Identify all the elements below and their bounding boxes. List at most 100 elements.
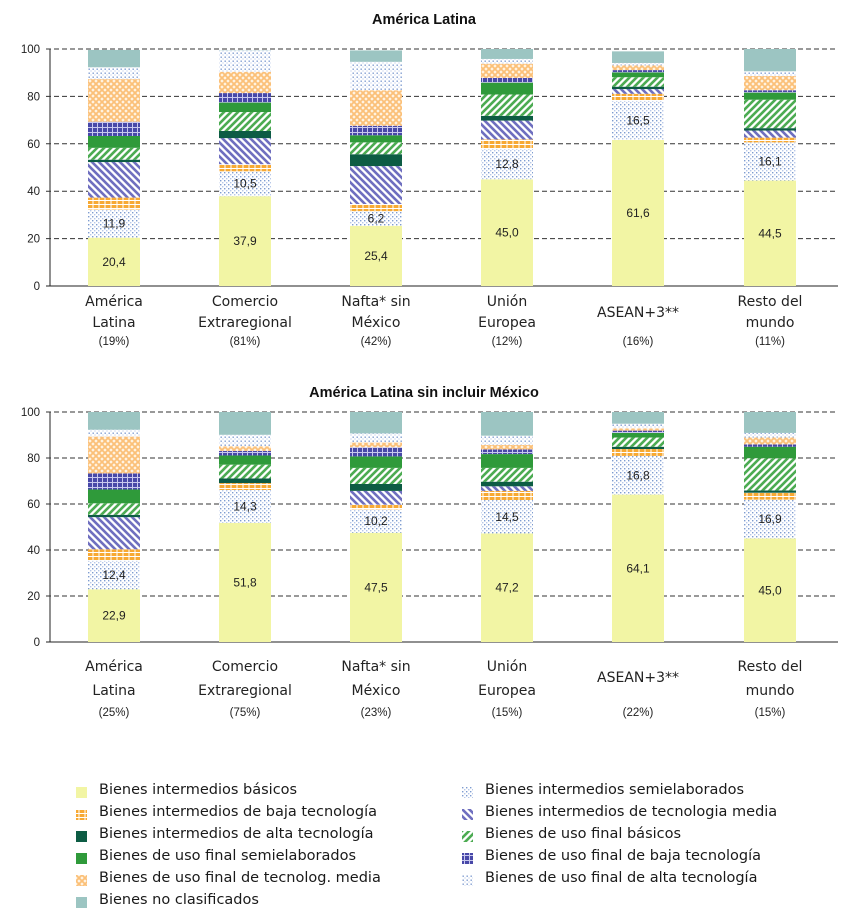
bar-segment-s8 <box>481 449 533 454</box>
legend-label: Bienes intermedios de baja tecnología <box>99 804 377 820</box>
bar-segment-s11 <box>744 412 796 433</box>
category-label: Europea <box>478 683 536 699</box>
legend-item-s5: Bienes intermedios de alta tecnología <box>76 824 374 844</box>
category-share: (11%) <box>755 336 785 348</box>
bar-segment-s10 <box>219 435 271 447</box>
legend-label: Bienes de uso final de alta tecnología <box>485 870 757 886</box>
legend-swatch-s9 <box>76 873 87 884</box>
bar-segment-s4 <box>612 89 664 94</box>
bar-segment-s10 <box>744 433 796 438</box>
y-tick-label: 40 <box>27 545 40 557</box>
bar-segment-s8 <box>350 126 402 135</box>
chart-1: América Latina02040608010020,411,9Améric… <box>21 12 838 348</box>
bar-segment-s4 <box>350 491 402 505</box>
bar-segment-s5 <box>350 154 402 166</box>
bar-segment-s5 <box>350 484 402 491</box>
bar-segment-s11 <box>88 50 140 67</box>
category-share: (15%) <box>755 707 786 719</box>
legend-label: Bienes de uso final de tecnolog. media <box>99 870 381 886</box>
bar-segment-s7 <box>612 72 664 77</box>
category-share: (81%) <box>230 336 261 348</box>
bar-segment-s11 <box>350 50 402 61</box>
y-tick-label: 0 <box>34 281 40 293</box>
bar-segment-s3 <box>612 449 664 456</box>
data-label: 37,9 <box>233 234 257 248</box>
bar-segment-s9 <box>612 428 664 430</box>
data-label: 16,5 <box>626 113 650 127</box>
bar-segment-s9 <box>88 437 140 474</box>
data-label: 10,2 <box>364 514 388 528</box>
bar-segment-s4 <box>219 138 271 164</box>
bar-segment-s11 <box>612 412 664 424</box>
legend-label: Bienes de uso final de baja tecnología <box>485 848 761 864</box>
bar-segment-s6 <box>612 77 664 86</box>
category-share: (19%) <box>99 336 130 348</box>
category-label: Comercio <box>212 294 278 310</box>
bar-segment-s6 <box>744 100 796 128</box>
bar-segment-s7 <box>481 83 533 95</box>
data-label: 64,1 <box>626 561 650 575</box>
data-label: 47,2 <box>495 581 519 595</box>
bar-segment-s8 <box>744 90 796 92</box>
data-label: 10,5 <box>233 177 257 191</box>
category-label: Europea <box>478 315 536 331</box>
bar-segment-s10 <box>350 433 402 442</box>
bar-segment-s10 <box>744 71 796 76</box>
bar-segment-s3 <box>219 483 271 490</box>
category-share: (25%) <box>99 707 130 719</box>
y-tick-label: 80 <box>27 91 40 103</box>
legend-swatch-s8 <box>462 851 473 862</box>
bar-segment-s10 <box>481 436 533 445</box>
bar-segment-s7 <box>612 433 664 438</box>
y-tick-label: 0 <box>34 637 40 649</box>
bar-segment-s11 <box>350 412 402 433</box>
legend: Bienes intermedios básicos Bienes interm… <box>76 780 846 910</box>
bar-segment-s3 <box>88 198 140 210</box>
legend-swatch-s11 <box>76 895 87 906</box>
legend-label: Bienes intermedios semielaborados <box>485 782 744 798</box>
data-label: 61,6 <box>626 206 650 220</box>
bar-segment-s3 <box>350 505 402 510</box>
bar-segment-s3 <box>612 94 664 101</box>
category-label: México <box>352 315 401 331</box>
bar-segment-s10 <box>88 67 140 79</box>
bar-segment-s9 <box>350 443 402 448</box>
bar-segment-s7 <box>350 456 402 468</box>
data-label: 25,4 <box>364 249 388 263</box>
legend-item-s7: Bienes de uso final semielaborados <box>76 846 356 866</box>
bar-segment-s9 <box>350 90 402 126</box>
bar-segment-s6 <box>612 438 664 447</box>
bar-segment-s4 <box>481 486 533 491</box>
bar-segment-s5 <box>612 87 664 89</box>
bar-segment-s3 <box>481 491 533 500</box>
legend-label: Bienes intermedios básicos <box>99 782 297 798</box>
bar-segment-s4 <box>88 162 140 198</box>
data-label: 16,9 <box>758 512 782 526</box>
bar-segment-s3 <box>350 204 402 211</box>
legend-swatch-s1 <box>76 785 87 796</box>
bar-segment-s10 <box>350 62 402 90</box>
data-label: 12,4 <box>102 568 126 582</box>
category-label: Latina <box>92 683 135 699</box>
bar-segment-s6 <box>88 148 140 160</box>
bar-segment-s4 <box>481 121 533 140</box>
y-tick-label: 100 <box>21 407 40 419</box>
bar-segment-s8 <box>219 451 271 456</box>
data-label: 45,0 <box>758 583 782 597</box>
category-label: Unión <box>487 659 527 675</box>
bar-segment-s10 <box>612 63 664 65</box>
category-share: (16%) <box>623 336 654 348</box>
legend-item-s1: Bienes intermedios básicos <box>76 780 297 800</box>
bar-segment-s4 <box>744 131 796 138</box>
bar-segment-s11 <box>744 49 796 71</box>
data-label: 11,9 <box>103 217 126 231</box>
stacked-bar-charts: América Latina02040608010020,411,9Améric… <box>0 0 848 780</box>
category-label: Extraregional <box>198 315 292 331</box>
bar-segment-s9 <box>612 65 664 70</box>
bar-segment-s8 <box>612 70 664 72</box>
bar-segment-s5 <box>88 160 140 162</box>
bar-segment-s9 <box>88 79 140 122</box>
category-share: (75%) <box>230 707 261 719</box>
chart-2: América Latina sin incluir México0204060… <box>21 385 838 719</box>
data-label: 16,8 <box>626 468 650 482</box>
